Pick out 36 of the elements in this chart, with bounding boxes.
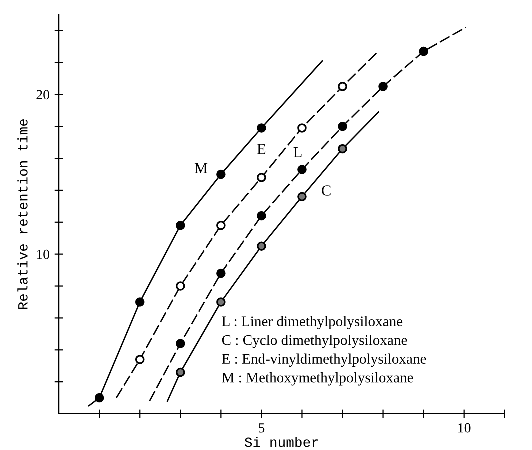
point bbox=[216, 298, 226, 307]
point bbox=[176, 220, 186, 230]
point bbox=[135, 355, 145, 364]
point bbox=[298, 165, 307, 174]
annotation: M bbox=[194, 163, 208, 174]
point bbox=[257, 211, 266, 221]
point bbox=[94, 393, 104, 403]
annotation: L : Liner dimethylpolysiloxane bbox=[222, 316, 403, 330]
point bbox=[338, 122, 348, 132]
point bbox=[176, 282, 186, 291]
point bbox=[298, 192, 307, 202]
y-axis-title: Relative retention time bbox=[18, 120, 28, 310]
point bbox=[135, 298, 145, 307]
point bbox=[176, 368, 186, 378]
point bbox=[257, 173, 266, 182]
point bbox=[338, 82, 348, 92]
annotation: C : Cyclo dimethylpolysiloxane bbox=[222, 334, 408, 348]
point bbox=[216, 170, 226, 180]
point bbox=[216, 220, 226, 230]
annotation: C bbox=[322, 186, 331, 196]
point bbox=[298, 124, 307, 133]
point bbox=[216, 268, 226, 278]
y-tick-label: 20 bbox=[36, 90, 50, 100]
annotation: M : Methoxymethylpolysiloxane bbox=[222, 372, 414, 386]
point bbox=[419, 46, 428, 56]
x-axis-title: Si number bbox=[244, 437, 318, 448]
point bbox=[176, 339, 186, 348]
point bbox=[257, 124, 266, 133]
annotation: E bbox=[257, 144, 266, 154]
point bbox=[378, 82, 388, 92]
annotation: E : End-vinyldimethylpolysiloxane bbox=[222, 354, 426, 367]
line-series bbox=[149, 26, 467, 402]
point bbox=[338, 144, 348, 154]
x-tick-label: 5 bbox=[259, 424, 265, 433]
annotation: L bbox=[294, 147, 302, 158]
point bbox=[257, 242, 266, 251]
